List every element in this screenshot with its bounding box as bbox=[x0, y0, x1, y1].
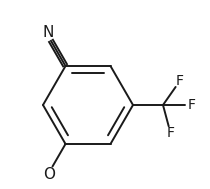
Text: F: F bbox=[167, 126, 175, 140]
Text: F: F bbox=[176, 74, 184, 88]
Text: methoxy: methoxy bbox=[28, 179, 70, 189]
Text: O: O bbox=[43, 167, 55, 182]
Text: N: N bbox=[43, 25, 54, 40]
Text: F: F bbox=[188, 98, 196, 112]
